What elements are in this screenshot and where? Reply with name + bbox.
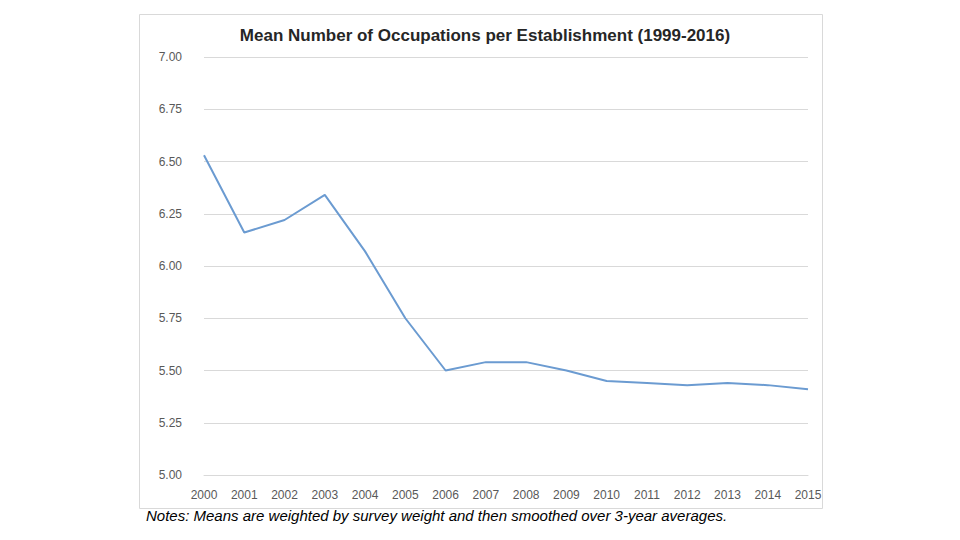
svg-text:2010: 2010 <box>593 488 620 502</box>
svg-text:2013: 2013 <box>714 488 741 502</box>
svg-text:5.25: 5.25 <box>159 416 183 430</box>
svg-text:Mean Number of Occupations per: Mean Number of Occupations per Establish… <box>240 26 730 45</box>
svg-text:2015: 2015 <box>795 488 822 502</box>
svg-text:2011: 2011 <box>634 488 660 502</box>
svg-text:5.50: 5.50 <box>159 364 183 378</box>
svg-text:2007: 2007 <box>473 488 500 502</box>
svg-text:6.00: 6.00 <box>159 259 183 273</box>
svg-text:2001: 2001 <box>231 488 258 502</box>
svg-text:5.00: 5.00 <box>159 468 183 482</box>
svg-text:5.75: 5.75 <box>159 311 183 325</box>
svg-text:6.50: 6.50 <box>159 155 183 169</box>
svg-text:2008: 2008 <box>513 488 540 502</box>
svg-text:2009: 2009 <box>553 488 580 502</box>
svg-text:2012: 2012 <box>674 488 701 502</box>
svg-text:Notes: Means are weighted by s: Notes: Means are weighted by survey weig… <box>146 507 727 524</box>
svg-text:2002: 2002 <box>271 488 298 502</box>
svg-text:2004: 2004 <box>352 488 379 502</box>
svg-text:7.00: 7.00 <box>159 50 183 64</box>
svg-text:2014: 2014 <box>754 488 781 502</box>
svg-text:6.25: 6.25 <box>159 207 183 221</box>
svg-text:2000: 2000 <box>191 488 218 502</box>
svg-text:2003: 2003 <box>311 488 338 502</box>
svg-text:2006: 2006 <box>432 488 459 502</box>
svg-text:6.75: 6.75 <box>159 102 183 116</box>
svg-text:2005: 2005 <box>392 488 419 502</box>
